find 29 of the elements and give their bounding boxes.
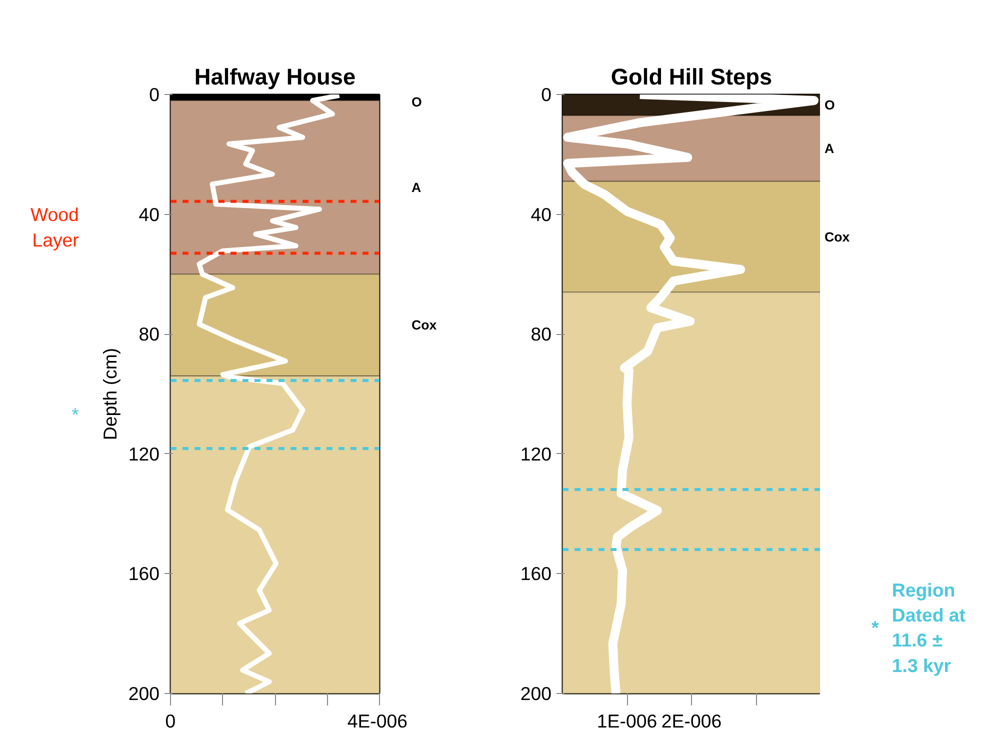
- chart-title: Halfway House: [194, 64, 356, 90]
- y-tick-label: 160: [128, 563, 160, 584]
- y-tick-label: 40: [530, 204, 552, 225]
- text: *: [72, 404, 79, 426]
- y-tick-label: 80: [138, 324, 160, 345]
- band-label: O: [824, 97, 835, 112]
- text: Region Dated at 11.6 ± 1.3 kyr: [892, 579, 966, 676]
- y-tick-label: 120: [128, 443, 160, 464]
- band-label: A: [412, 180, 422, 195]
- band-label: Cox: [824, 229, 850, 244]
- y-tick-label: 200: [520, 683, 552, 704]
- y-tick-label: 120: [520, 443, 552, 464]
- chart-title: Gold Hill Steps: [610, 64, 772, 90]
- x-tick-label: 1E-006: [596, 710, 658, 732]
- band-label: O: [412, 94, 422, 110]
- y-tick-label: 80: [530, 324, 552, 345]
- text: *: [872, 617, 880, 638]
- band-label: Cox: [412, 318, 438, 333]
- y-tick-label: 160: [520, 563, 552, 584]
- x-tick-label: 2E-006: [661, 710, 722, 732]
- x-tick-label: 0: [165, 710, 176, 732]
- y-tick-label: 0: [149, 84, 160, 105]
- y-tick-label: 200: [128, 683, 160, 704]
- text: Wood Layer: [30, 204, 79, 250]
- y-tick-label: 40: [138, 204, 160, 225]
- y-axis-title: Depth (cm): [99, 348, 120, 440]
- band-label: A: [824, 140, 834, 156]
- x-tick-label: 4E-006: [347, 710, 408, 732]
- y-tick-label: 0: [541, 84, 552, 105]
